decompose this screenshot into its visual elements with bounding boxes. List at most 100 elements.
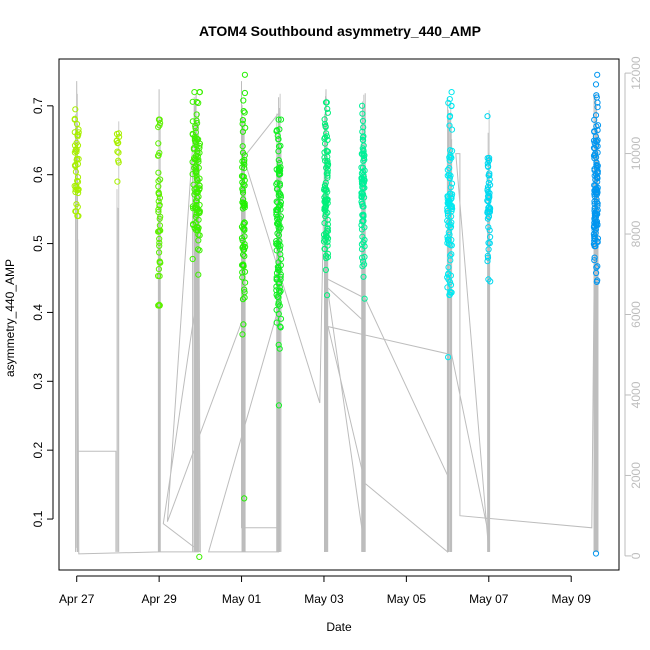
data-point [240, 97, 247, 104]
data-point [275, 301, 282, 308]
data-point [75, 129, 82, 136]
data-point [156, 249, 163, 256]
data-point [446, 112, 454, 120]
data-point [594, 277, 601, 284]
data-point [484, 215, 491, 222]
data-point [320, 231, 328, 238]
data-point [277, 194, 284, 201]
data-point [194, 153, 201, 160]
data-point [239, 269, 246, 276]
data-point [155, 266, 162, 273]
y2-tick-label: 0 [629, 552, 643, 559]
data-point [277, 142, 284, 149]
data-point [156, 242, 163, 249]
data-point [324, 221, 331, 228]
data-point [358, 189, 366, 197]
data-point [276, 180, 283, 187]
data-point [157, 176, 164, 183]
data-point [273, 128, 280, 135]
x-tick-label: May 09 [552, 592, 592, 606]
data-point [486, 157, 493, 164]
data-point [277, 206, 284, 213]
data-point [276, 246, 284, 253]
data-point [486, 176, 493, 183]
data-point [195, 164, 202, 171]
data-point [241, 71, 248, 78]
data-point [194, 150, 201, 157]
data-point [189, 98, 196, 105]
data-point [484, 254, 492, 261]
data-point [594, 71, 601, 78]
data-point [74, 142, 82, 149]
data-point [195, 156, 202, 163]
data-point [240, 108, 247, 115]
data-point [322, 204, 329, 211]
data-point [361, 184, 368, 191]
data-point [359, 102, 366, 109]
y2-tick-label: 6000 [629, 301, 643, 328]
y-tick-label: 0.2 [31, 442, 45, 459]
data-point [194, 227, 201, 234]
data-point [446, 157, 453, 164]
data-point [241, 109, 248, 116]
data-point [485, 179, 492, 186]
data-point [238, 223, 246, 230]
data-point [273, 209, 280, 216]
data-point [238, 173, 246, 180]
data-point [322, 99, 330, 106]
data-point [241, 152, 248, 159]
data-point [114, 178, 121, 185]
y-tick-label: 0.3 [31, 373, 45, 390]
y2-tick-label: 8000 [629, 220, 643, 247]
data-point [444, 284, 451, 291]
data-point [193, 172, 200, 179]
data-point [592, 229, 599, 237]
data-point [445, 219, 452, 226]
data-point [240, 243, 247, 250]
data-point [71, 115, 78, 123]
data-point [275, 310, 282, 317]
data-point [593, 198, 600, 206]
data-point [192, 163, 199, 170]
data-point [273, 319, 280, 326]
data-point [196, 553, 203, 561]
y2-tick-label: 12000 [629, 56, 643, 90]
data-point [239, 237, 246, 244]
y-tick-label: 0.6 [31, 166, 45, 183]
data-point [115, 139, 122, 146]
data-point [448, 89, 455, 96]
data-point [195, 271, 202, 278]
data-point [322, 187, 329, 194]
data-point [361, 224, 368, 231]
data-point [114, 148, 121, 155]
data-point [591, 116, 598, 123]
data-point [323, 130, 330, 137]
data-point [484, 160, 491, 167]
data-point [241, 495, 248, 502]
data-point [447, 272, 454, 279]
data-point [155, 228, 162, 235]
data-point [448, 195, 455, 202]
data-point [274, 199, 281, 206]
data-point [446, 175, 453, 182]
data-point [192, 169, 199, 176]
data-point [189, 118, 196, 125]
data-point [321, 220, 328, 227]
data-point [239, 143, 246, 150]
data-point [591, 257, 598, 264]
x-tick-label: May 05 [387, 592, 427, 606]
data-point [486, 194, 493, 201]
data-point [276, 302, 283, 309]
data-point [447, 288, 454, 295]
x-tick-label: Apr 27 [59, 592, 95, 606]
data-point [486, 172, 493, 179]
data-point [361, 243, 368, 250]
data-point [594, 263, 601, 270]
plot-area-border [58, 58, 620, 571]
data-point [322, 266, 329, 273]
data-point [156, 201, 163, 209]
data-point [276, 238, 283, 245]
data-point [241, 286, 248, 293]
data-point [486, 204, 493, 211]
